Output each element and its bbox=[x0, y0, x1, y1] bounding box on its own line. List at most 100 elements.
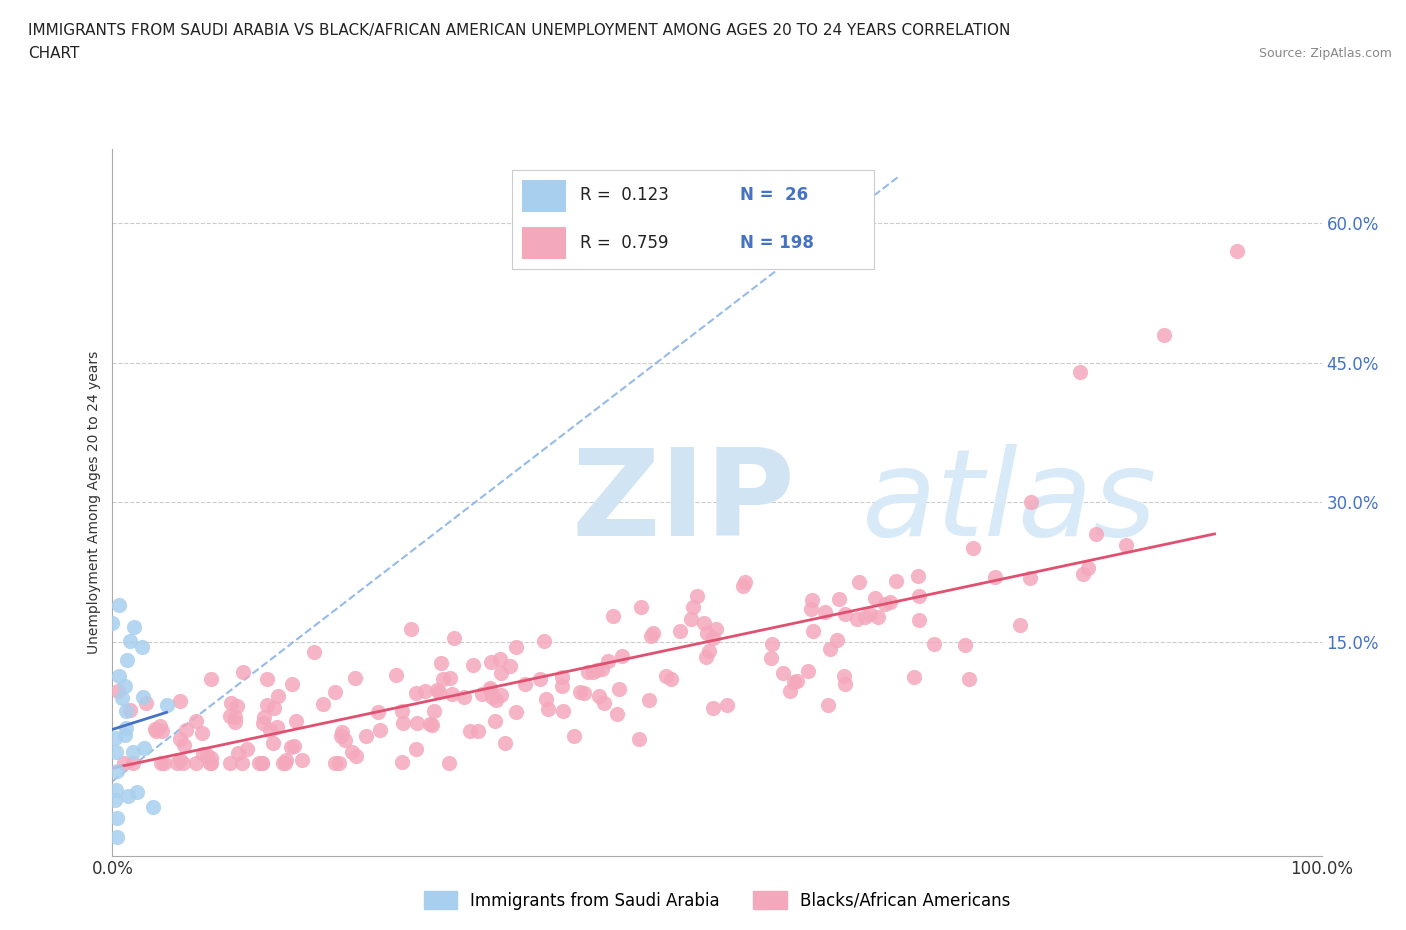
Point bbox=[704, 622, 727, 637]
Point bbox=[291, 752, 314, 767]
Point bbox=[800, 593, 823, 608]
Point bbox=[489, 687, 512, 702]
Point bbox=[1077, 561, 1099, 576]
Point bbox=[195, 747, 218, 762]
Point bbox=[863, 591, 886, 605]
Point bbox=[266, 720, 288, 735]
Point bbox=[218, 755, 240, 770]
Point bbox=[232, 665, 254, 680]
Point bbox=[669, 623, 692, 638]
Point bbox=[155, 698, 177, 712]
Point bbox=[153, 755, 176, 770]
Point bbox=[422, 718, 444, 733]
Point bbox=[439, 671, 461, 685]
Point bbox=[731, 579, 754, 594]
Point bbox=[312, 697, 335, 711]
Point bbox=[132, 741, 155, 756]
Point bbox=[169, 694, 191, 709]
Point bbox=[602, 608, 624, 623]
Point bbox=[430, 655, 453, 670]
Point bbox=[131, 640, 153, 655]
Point bbox=[484, 713, 506, 728]
Text: IMMIGRANTS FROM SAUDI ARABIA VS BLACK/AFRICAN AMERICAN UNEMPLOYMENT AMONG AGES 2: IMMIGRANTS FROM SAUDI ARABIA VS BLACK/AF… bbox=[28, 23, 1011, 38]
Point bbox=[702, 701, 724, 716]
Legend: Immigrants from Saudi Arabia, Blacks/African Americans: Immigrants from Saudi Arabia, Blacks/Afr… bbox=[415, 884, 1019, 918]
Point bbox=[302, 644, 325, 659]
Point bbox=[596, 654, 619, 669]
Point bbox=[550, 678, 572, 693]
Point bbox=[1071, 567, 1094, 582]
Point bbox=[105, 830, 128, 844]
Point bbox=[281, 676, 304, 691]
Point bbox=[150, 724, 173, 738]
Point bbox=[120, 702, 142, 717]
Point bbox=[104, 782, 127, 797]
Point bbox=[440, 686, 463, 701]
Point bbox=[419, 716, 441, 731]
Point bbox=[105, 764, 128, 778]
Point bbox=[591, 662, 613, 677]
Point bbox=[107, 684, 129, 698]
Point bbox=[588, 688, 610, 703]
Point bbox=[908, 613, 931, 628]
Point bbox=[259, 723, 281, 737]
Point bbox=[342, 745, 364, 760]
Point bbox=[695, 650, 717, 665]
Point bbox=[149, 755, 172, 770]
Point bbox=[562, 729, 585, 744]
Point bbox=[553, 703, 575, 718]
Point bbox=[481, 690, 503, 705]
Point bbox=[142, 800, 165, 815]
Point bbox=[384, 668, 406, 683]
Point bbox=[247, 755, 270, 770]
Point bbox=[112, 755, 135, 770]
Point bbox=[655, 668, 678, 683]
Point bbox=[224, 715, 246, 730]
Point bbox=[1069, 365, 1091, 379]
Point bbox=[879, 595, 901, 610]
Point bbox=[478, 683, 501, 698]
Point bbox=[392, 715, 415, 730]
Point bbox=[489, 652, 512, 667]
Point bbox=[115, 652, 138, 667]
Point bbox=[734, 575, 756, 590]
Point bbox=[344, 671, 367, 685]
Point bbox=[494, 735, 516, 750]
Point bbox=[983, 570, 1005, 585]
Point bbox=[716, 698, 738, 712]
Point bbox=[832, 669, 855, 684]
Point bbox=[458, 723, 481, 737]
Point bbox=[200, 755, 222, 770]
Point bbox=[630, 600, 652, 615]
Point bbox=[145, 724, 167, 738]
Point bbox=[859, 607, 882, 622]
Point bbox=[682, 600, 704, 615]
Point bbox=[505, 705, 527, 720]
Point bbox=[104, 792, 127, 807]
Text: atlas: atlas bbox=[862, 444, 1157, 561]
Point bbox=[122, 619, 145, 634]
Point bbox=[574, 685, 596, 700]
Point bbox=[585, 663, 607, 678]
Point bbox=[478, 681, 501, 696]
Point bbox=[1115, 538, 1137, 552]
Point bbox=[335, 733, 357, 748]
Point bbox=[405, 685, 427, 700]
Point bbox=[868, 609, 890, 624]
Point bbox=[118, 633, 141, 648]
Point bbox=[962, 540, 984, 555]
Point bbox=[367, 704, 389, 719]
Point bbox=[953, 637, 976, 652]
Point bbox=[332, 724, 354, 739]
Point bbox=[226, 698, 249, 713]
Point bbox=[875, 596, 897, 611]
Point bbox=[786, 673, 808, 688]
Bar bbox=[523, 179, 567, 211]
Point bbox=[413, 684, 436, 698]
Point bbox=[759, 651, 782, 666]
Point bbox=[423, 704, 446, 719]
Point bbox=[173, 738, 195, 753]
Point bbox=[253, 710, 276, 724]
Point bbox=[924, 636, 946, 651]
Point bbox=[437, 755, 460, 770]
